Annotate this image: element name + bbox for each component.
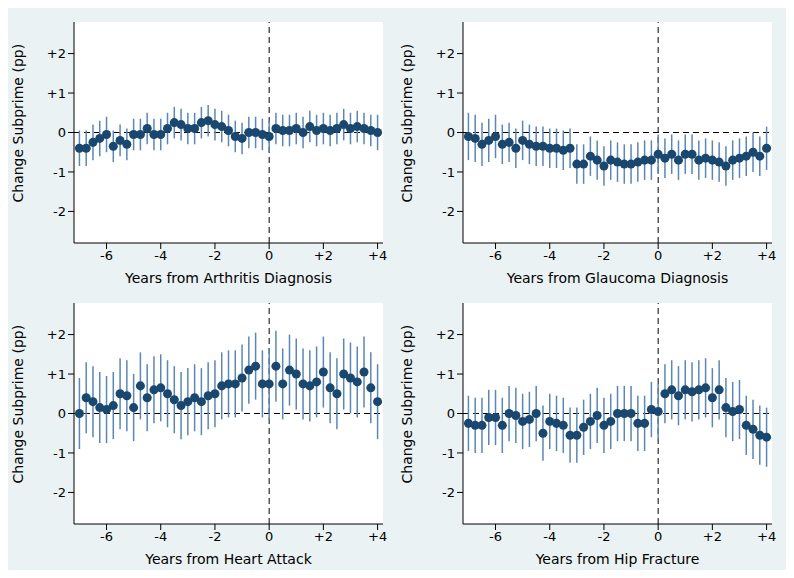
- svg-text:+4: +4: [368, 248, 387, 263]
- svg-text:-1: -1: [53, 165, 66, 180]
- svg-text:+4: +4: [757, 248, 776, 263]
- svg-text:Change Subprime (pp): Change Subprime (pp): [10, 44, 26, 203]
- svg-text:+2: +2: [436, 46, 455, 61]
- svg-text:-2: -2: [442, 485, 455, 500]
- svg-text:0: 0: [265, 248, 273, 263]
- svg-text:-6: -6: [489, 529, 502, 544]
- svg-text:+1: +1: [436, 86, 455, 101]
- svg-text:-6: -6: [489, 248, 502, 263]
- svg-text:+2: +2: [703, 248, 722, 263]
- svg-text:Years from Glaucoma Diagnosis: Years from Glaucoma Diagnosis: [506, 270, 729, 286]
- svg-text:Change Subprime (pp): Change Subprime (pp): [399, 44, 415, 203]
- svg-text:-1: -1: [53, 446, 66, 461]
- svg-text:0: 0: [654, 248, 662, 263]
- svg-text:+2: +2: [314, 248, 333, 263]
- svg-text:+1: +1: [47, 367, 66, 382]
- svg-text:0: 0: [265, 529, 273, 544]
- svg-text:-2: -2: [208, 529, 221, 544]
- svg-text:-2: -2: [53, 204, 66, 219]
- svg-text:-2: -2: [208, 248, 221, 263]
- svg-text:+2: +2: [47, 327, 66, 342]
- svg-text:-4: -4: [154, 529, 167, 544]
- svg-text:0: 0: [58, 125, 66, 140]
- svg-text:+2: +2: [436, 327, 455, 342]
- svg-text:-6: -6: [100, 248, 113, 263]
- svg-text:+4: +4: [757, 529, 776, 544]
- svg-text:-1: -1: [442, 446, 455, 461]
- svg-text:+4: +4: [368, 529, 387, 544]
- svg-text:0: 0: [654, 529, 662, 544]
- svg-text:0: 0: [58, 406, 66, 421]
- svg-text:Years from Heart Attack: Years from Heart Attack: [144, 551, 312, 567]
- svg-text:+1: +1: [436, 367, 455, 382]
- svg-text:Years from Hip Fracture: Years from Hip Fracture: [535, 551, 700, 567]
- svg-text:-4: -4: [543, 529, 556, 544]
- svg-text:-6: -6: [100, 529, 113, 544]
- svg-text:+1: +1: [47, 86, 66, 101]
- svg-text:-4: -4: [154, 248, 167, 263]
- svg-text:+2: +2: [703, 529, 722, 544]
- svg-text:0: 0: [447, 406, 455, 421]
- svg-text:-4: -4: [543, 248, 556, 263]
- svg-text:-1: -1: [442, 165, 455, 180]
- svg-text:Years from Arthritis Diagnosis: Years from Arthritis Diagnosis: [124, 270, 332, 286]
- svg-text:-2: -2: [597, 248, 610, 263]
- svg-text:-2: -2: [53, 485, 66, 500]
- svg-text:+2: +2: [47, 46, 66, 61]
- svg-text:Change Subprime (pp): Change Subprime (pp): [10, 325, 26, 484]
- svg-text:+2: +2: [314, 529, 333, 544]
- svg-text:0: 0: [447, 125, 455, 140]
- svg-text:-2: -2: [442, 204, 455, 219]
- svg-text:-2: -2: [597, 529, 610, 544]
- svg-text:Change Subprime (pp): Change Subprime (pp): [399, 325, 415, 484]
